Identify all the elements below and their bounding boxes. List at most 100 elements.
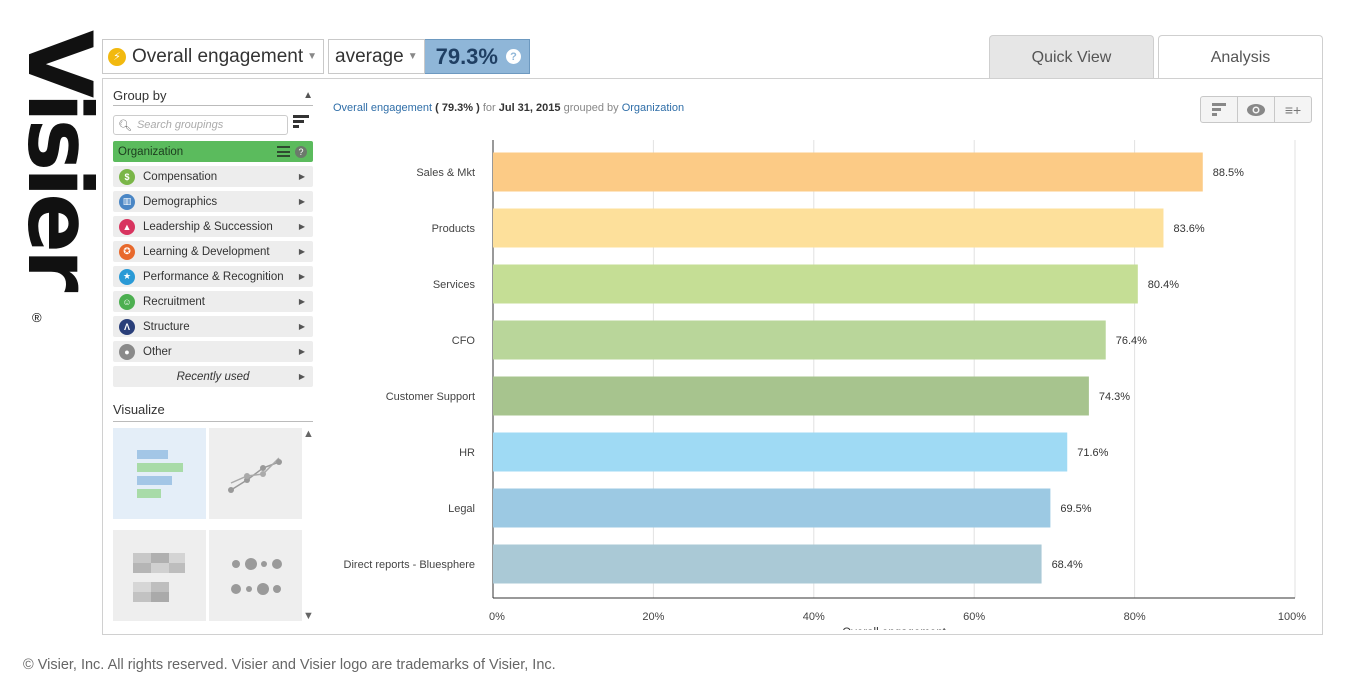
chevron-down-icon: ▼ bbox=[407, 51, 418, 62]
group-item-label: Recruitment bbox=[143, 295, 205, 308]
group-item-compensation[interactable]: $ Compensation ▶ bbox=[113, 166, 313, 187]
x-tick-label: 80% bbox=[1124, 611, 1146, 623]
group-item-organization[interactable]: Organization ? bbox=[113, 141, 313, 162]
list-add-icon: ≡+ bbox=[1284, 101, 1302, 118]
bubble-chart-icon bbox=[231, 558, 282, 595]
search-placeholder: Search groupings bbox=[136, 119, 224, 131]
demographics-icon: ▥ bbox=[119, 193, 135, 210]
category-label: Products bbox=[432, 223, 476, 235]
metric-selector-bar: ⚡ Overall engagement ▼ average ▼ 79.3% ? bbox=[102, 39, 530, 74]
x-tick-label: 100% bbox=[1278, 611, 1306, 623]
category-label: Customer Support bbox=[386, 391, 475, 403]
caret-right-icon: ▶ bbox=[298, 247, 305, 256]
leadership-icon: ▲ bbox=[119, 218, 135, 235]
viz-bubble-chart-option[interactable] bbox=[209, 530, 302, 621]
x-tick-label: 40% bbox=[803, 611, 825, 623]
aggregate-label: average bbox=[335, 45, 404, 67]
value-label: 74.3% bbox=[1099, 391, 1130, 403]
metric-value-badge: 79.3% ? bbox=[423, 39, 530, 74]
value-label: 69.5% bbox=[1060, 503, 1091, 515]
sort-icon bbox=[1212, 102, 1226, 116]
heatmap-icon bbox=[133, 553, 185, 602]
logo-wordmark: Visier bbox=[8, 30, 111, 289]
sort-bars-button[interactable] bbox=[1201, 97, 1238, 122]
tab-analysis[interactable]: Analysis bbox=[1158, 35, 1323, 80]
x-axis-title: Overall engagement bbox=[842, 627, 946, 630]
group-item-learning-development[interactable]: ✪ Learning & Development ▶ bbox=[113, 241, 313, 262]
collapse-up-icon[interactable]: ▲ bbox=[303, 90, 313, 101]
visier-logo: Visier ® bbox=[8, 20, 111, 325]
subtitle-metric-link[interactable]: Overall engagement bbox=[333, 102, 433, 114]
scroll-up-icon[interactable]: ▲ bbox=[303, 428, 314, 440]
ribbon-icon: ✪ bbox=[119, 243, 135, 260]
category-label: Services bbox=[433, 279, 476, 291]
structure-icon: Λ bbox=[119, 318, 135, 335]
help-icon[interactable]: ? bbox=[505, 49, 521, 64]
sort-icon[interactable] bbox=[293, 115, 309, 133]
bar bbox=[493, 544, 1042, 584]
list-icon[interactable] bbox=[277, 146, 290, 157]
add-series-button[interactable]: ≡+ bbox=[1275, 97, 1311, 122]
bar bbox=[493, 320, 1106, 360]
group-item-other[interactable]: ● Other ▶ bbox=[113, 341, 313, 362]
group-item-recently-used[interactable]: Recently used ▶ bbox=[113, 366, 313, 387]
subtitle-dimension-link[interactable]: Organization bbox=[621, 102, 685, 114]
bar bbox=[493, 264, 1138, 304]
group-item-label: Learning & Development bbox=[143, 245, 270, 258]
visibility-button[interactable] bbox=[1238, 97, 1275, 122]
bar bbox=[493, 376, 1089, 416]
recently-used-label: Recently used bbox=[176, 370, 250, 383]
copyright-footer: © Visier, Inc. All rights reserved. Visi… bbox=[23, 657, 556, 673]
group-item-leadership-succession[interactable]: ▲ Leadership & Succession ▶ bbox=[113, 216, 313, 237]
help-icon[interactable]: ? bbox=[295, 145, 307, 158]
group-item-structure[interactable]: Λ Structure ▶ bbox=[113, 316, 313, 337]
group-by-title: Group by bbox=[113, 88, 167, 103]
value-label: 68.4% bbox=[1052, 559, 1083, 571]
caret-right-icon: ▶ bbox=[298, 322, 305, 331]
chart-toolbar: ≡+ bbox=[1200, 96, 1312, 123]
x-tick-label: 0% bbox=[489, 611, 505, 623]
value-label: 80.4% bbox=[1148, 279, 1179, 291]
viz-line-chart-option[interactable] bbox=[209, 428, 302, 519]
lightning-icon: ⚡ bbox=[108, 47, 126, 66]
subtitle-for: for bbox=[482, 102, 496, 114]
group-item-label: Leadership & Succession bbox=[143, 220, 273, 233]
registered-mark: ® bbox=[32, 310, 42, 325]
category-label: CFO bbox=[452, 335, 476, 347]
metric-name: Overall engagement bbox=[132, 45, 304, 67]
metric-dropdown[interactable]: ⚡ Overall engagement ▼ bbox=[102, 39, 325, 74]
engagement-bar-chart: 0% 20% 40% 60% 80% 100% Sales & Mkt 88.5% Produc… bbox=[344, 140, 1306, 630]
caret-right-icon: ▶ bbox=[298, 347, 305, 356]
group-item-label: Organization bbox=[118, 145, 184, 158]
subtitle-date: Jul 31, 2015 bbox=[498, 102, 561, 114]
category-label: Direct reports - Bluesphere bbox=[344, 559, 475, 571]
dollar-icon: $ bbox=[119, 168, 135, 185]
category-label: Sales & Mkt bbox=[416, 167, 475, 179]
search-groupings-input[interactable]: 🔍︎ Search groupings bbox=[113, 115, 288, 135]
category-label: Legal bbox=[448, 503, 475, 515]
bar bbox=[493, 432, 1068, 472]
bar bbox=[493, 208, 1164, 248]
bar bbox=[493, 488, 1051, 528]
group-item-recruitment[interactable]: ☺ Recruitment ▶ bbox=[113, 291, 313, 312]
group-item-label: Compensation bbox=[143, 170, 218, 183]
value-label: 83.6% bbox=[1173, 223, 1204, 235]
group-item-demographics[interactable]: ▥ Demographics ▶ bbox=[113, 191, 313, 212]
aggregate-dropdown[interactable]: average ▼ bbox=[328, 39, 425, 74]
tab-quick-view[interactable]: Quick View bbox=[989, 35, 1154, 79]
category-label: HR bbox=[459, 447, 475, 459]
value-label: 76.4% bbox=[1116, 335, 1147, 347]
scroll-down-icon[interactable]: ▼ bbox=[303, 610, 314, 622]
value-label: 71.6% bbox=[1077, 447, 1108, 459]
visualize-header: Visualize bbox=[113, 402, 313, 422]
metric-value: 79.3% bbox=[435, 43, 498, 69]
x-tick-label: 20% bbox=[642, 611, 664, 623]
caret-right-icon: ▶ bbox=[298, 297, 305, 306]
group-item-performance-recognition[interactable]: ★ Performance & Recognition ▶ bbox=[113, 266, 313, 287]
viz-heatmap-option[interactable] bbox=[113, 530, 206, 621]
group-by-header[interactable]: Group by ▲ bbox=[113, 86, 313, 106]
eye-icon bbox=[1247, 103, 1265, 116]
viz-bar-chart-option[interactable] bbox=[113, 428, 206, 519]
group-item-label: Other bbox=[143, 345, 172, 358]
subtitle-value: ( 79.3% ) bbox=[435, 102, 480, 114]
